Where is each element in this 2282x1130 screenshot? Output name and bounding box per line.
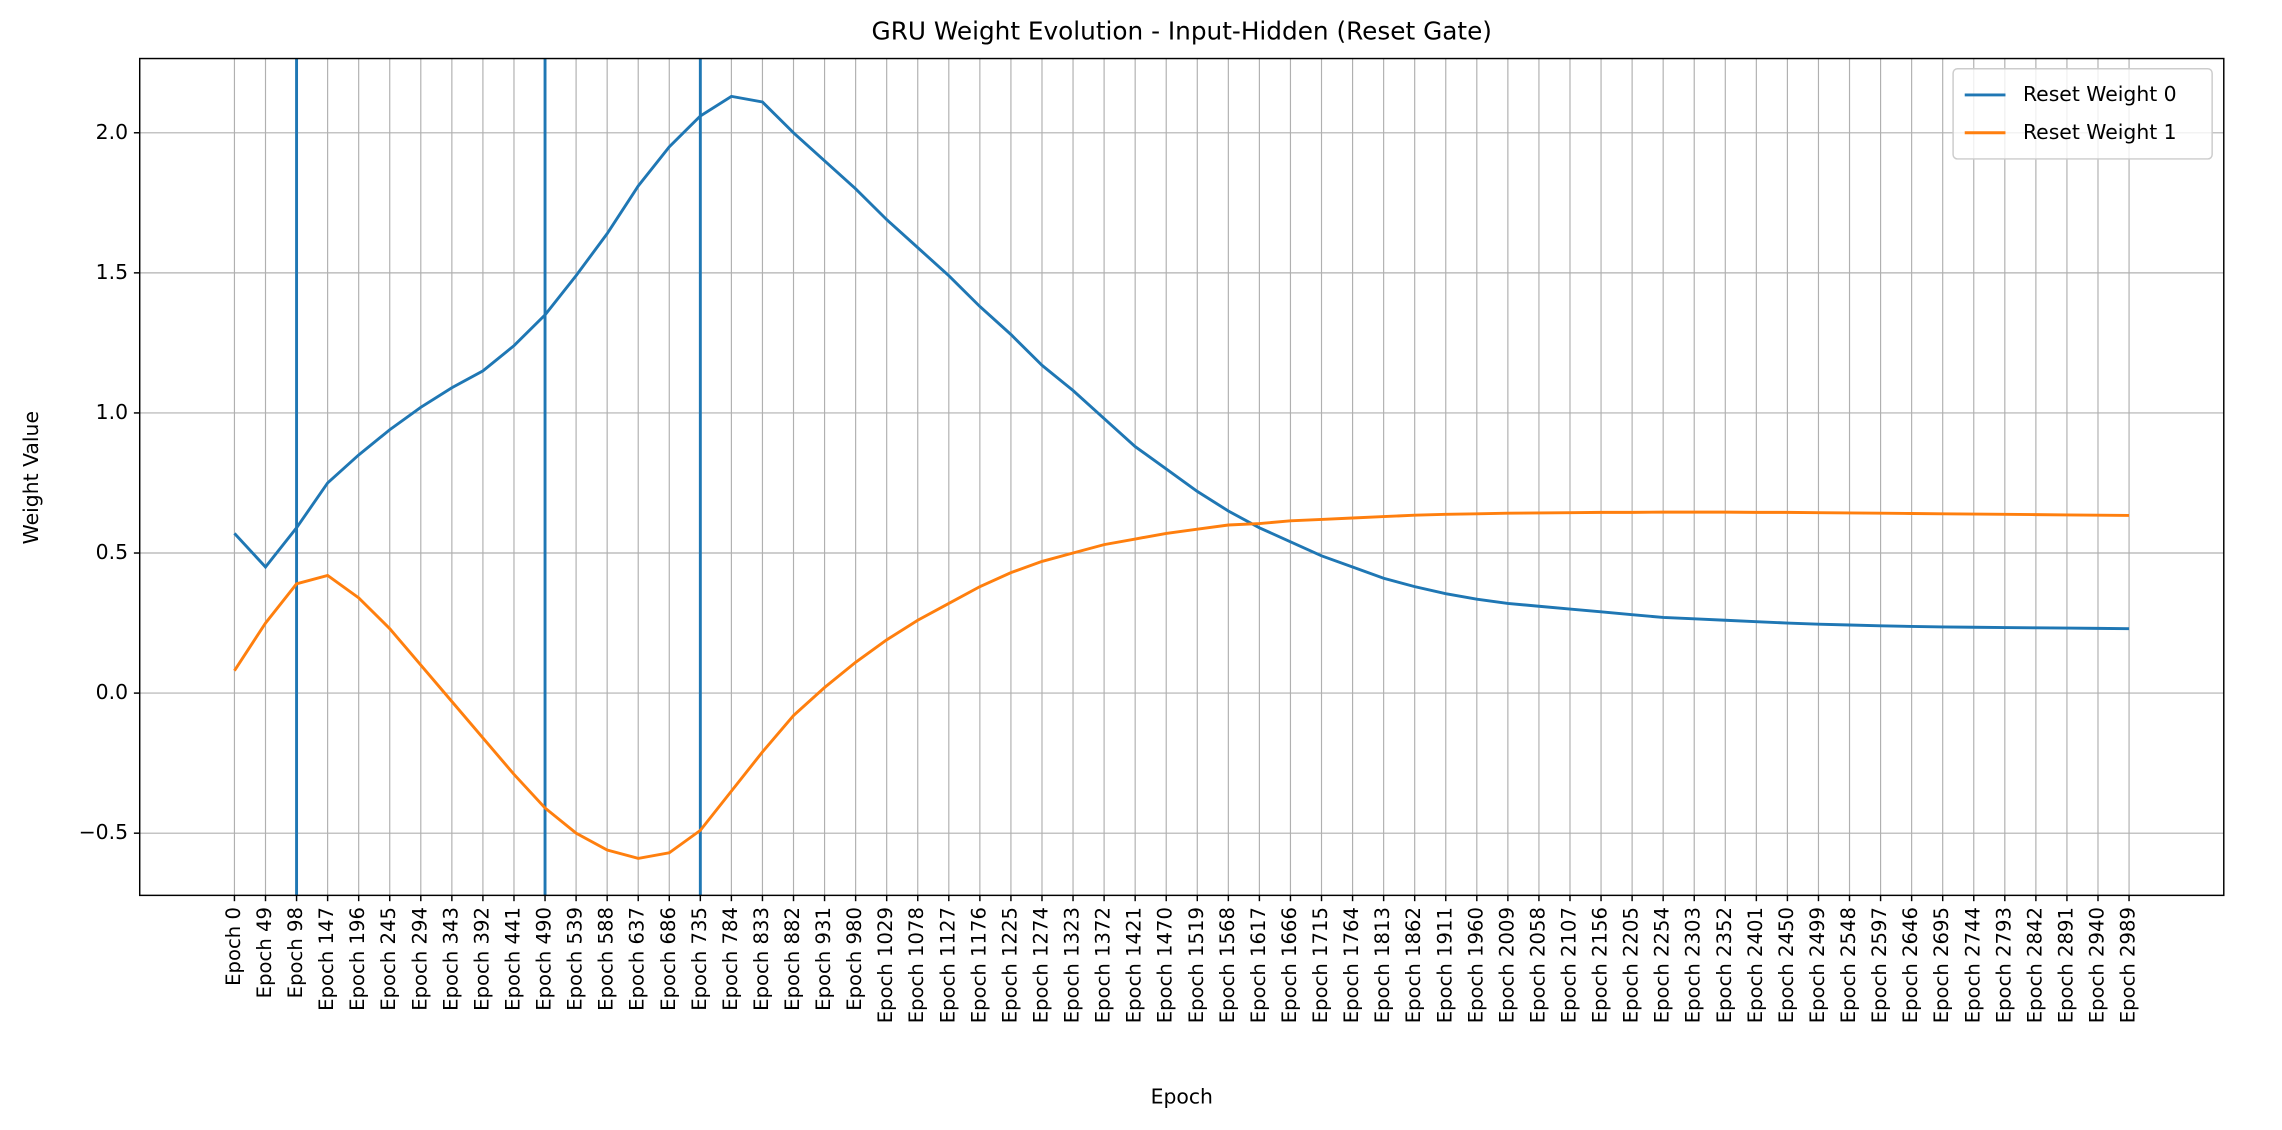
x-tick-label: Epoch 2499 — [1806, 907, 1829, 1023]
x-tick-label: Epoch 882 — [781, 907, 804, 1011]
x-tick-label: Epoch 2156 — [1589, 907, 1612, 1023]
x-tick-label: Epoch 1764 — [1340, 907, 1363, 1023]
x-tick-label: Epoch 1127 — [936, 907, 959, 1023]
x-tick-label: Epoch 2597 — [1868, 907, 1891, 1023]
x-tick-label: Epoch 490 — [533, 907, 556, 1011]
legend-label: Reset Weight 1 — [2023, 120, 2177, 144]
chart-title: GRU Weight Evolution - Input-Hidden (Res… — [872, 16, 1492, 45]
x-tick-label: Epoch 1470 — [1154, 907, 1177, 1023]
x-tick-label: Epoch 833 — [750, 907, 773, 1011]
y-tick-label: 2.0 — [96, 120, 128, 144]
x-tick-label: Epoch 1323 — [1061, 907, 1084, 1023]
x-tick-label: Epoch 147 — [315, 907, 338, 1011]
x-tick-label: Epoch 2695 — [1930, 907, 1953, 1023]
x-tick-label: Epoch 49 — [253, 907, 276, 998]
x-tick-label: Epoch 1421 — [1123, 907, 1146, 1023]
x-tick-label: Epoch 735 — [688, 907, 711, 1011]
x-tick-label: Epoch 931 — [812, 907, 835, 1011]
x-tick-label: Epoch 1274 — [1029, 907, 1052, 1023]
y-tick-label: −0.5 — [79, 820, 128, 844]
x-tick-label: Epoch 1519 — [1185, 907, 1208, 1023]
x-tick-label: Epoch 2940 — [2085, 907, 2108, 1023]
y-tick-label: 0.0 — [96, 680, 128, 704]
x-tick-label: Epoch 2842 — [2023, 907, 2046, 1023]
x-tick-label: Epoch 1911 — [1433, 907, 1456, 1023]
x-tick-label: Epoch 2205 — [1620, 907, 1643, 1023]
x-tick-label: Epoch 0 — [222, 907, 245, 986]
x-tick-label: Epoch 392 — [470, 907, 493, 1011]
x-tick-label: Epoch 245 — [377, 907, 400, 1011]
x-tick-label: Epoch 196 — [346, 907, 369, 1011]
plot-frame — [138, 57, 2225, 897]
x-tick-label: Epoch 1372 — [1092, 907, 1115, 1023]
x-tick-label: Epoch 2744 — [1961, 907, 1984, 1023]
x-tick-label: Epoch 1029 — [874, 907, 897, 1023]
x-tick-label: Epoch 784 — [719, 907, 742, 1011]
x-tick-label: Epoch 1078 — [905, 907, 928, 1023]
x-tick-label: Epoch 588 — [595, 907, 618, 1011]
x-tick-label: Epoch 1666 — [1278, 907, 1301, 1023]
legend-label: Reset Weight 0 — [2023, 82, 2177, 106]
x-tick-label: Epoch 2891 — [2054, 907, 2077, 1023]
x-tick-label: Epoch 2303 — [1682, 907, 1705, 1023]
x-axis-label: Epoch — [1151, 1085, 1213, 1109]
x-tick-label: Epoch 2009 — [1495, 907, 1518, 1023]
x-tick-label: Epoch 1862 — [1402, 907, 1425, 1023]
x-tick-label: Epoch 2989 — [2117, 907, 2140, 1023]
x-tick-label: Epoch 1715 — [1309, 907, 1332, 1023]
y-tick-label: 0.5 — [96, 540, 128, 564]
x-tick-label: Epoch 2793 — [1992, 907, 2015, 1023]
y-axis-label: Weight Value — [19, 411, 43, 544]
x-tick-label: Epoch 2450 — [1775, 907, 1798, 1023]
x-tick-label: Epoch 686 — [657, 907, 680, 1011]
x-tick-label: Epoch 441 — [501, 907, 524, 1011]
legend-box — [1952, 67, 2213, 160]
x-tick-label: Epoch 294 — [408, 907, 431, 1011]
y-tick-label: 1.5 — [96, 260, 128, 284]
x-tick-label: Epoch 2352 — [1713, 907, 1736, 1023]
series-line — [233, 510, 2130, 860]
x-tick-label: Epoch 2254 — [1651, 907, 1674, 1023]
x-tick-label: Epoch 539 — [564, 907, 587, 1011]
y-tick-label: 1.0 — [96, 400, 128, 424]
x-tick-label: Epoch 1176 — [967, 907, 990, 1023]
series-line — [233, 94, 2130, 631]
x-tick-label: Epoch 1617 — [1247, 907, 1270, 1023]
x-tick-label: Epoch 2107 — [1557, 907, 1580, 1023]
x-tick-label: Epoch 2058 — [1526, 907, 1549, 1023]
x-tick-label: Epoch 1568 — [1216, 907, 1239, 1023]
x-tick-label: Epoch 2548 — [1837, 907, 1860, 1023]
x-tick-label: Epoch 1960 — [1464, 907, 1487, 1023]
x-tick-label: Epoch 637 — [626, 907, 649, 1011]
x-tick-label: Epoch 980 — [843, 907, 866, 1011]
x-tick-label: Epoch 1225 — [998, 907, 1021, 1023]
x-tick-label: Epoch 2646 — [1899, 907, 1922, 1023]
x-tick-label: Epoch 343 — [439, 907, 462, 1011]
x-tick-label: Epoch 98 — [284, 907, 307, 998]
x-tick-label: Epoch 1813 — [1371, 907, 1394, 1023]
x-tick-label: Epoch 2401 — [1744, 907, 1767, 1023]
